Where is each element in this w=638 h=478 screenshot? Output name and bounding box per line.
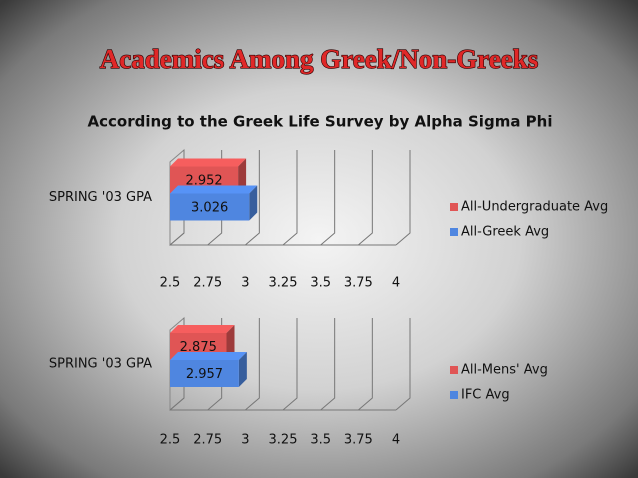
bar	[170, 360, 239, 387]
legend-swatch	[450, 366, 458, 374]
data-label: 2.875	[180, 340, 217, 355]
grid-line	[282, 318, 298, 411]
legend-swatch	[450, 203, 458, 211]
x-tick-label: 2.5	[160, 433, 181, 448]
grid-line	[320, 318, 336, 411]
legend-label: All-Mens' Avg	[461, 363, 548, 378]
grid-line	[395, 318, 411, 411]
grid-line	[245, 318, 260, 411]
x-tick-label: 2.5	[160, 276, 181, 291]
grid-line	[395, 150, 411, 246]
bar-side	[249, 185, 258, 221]
grid-line	[320, 150, 336, 246]
subtitle: According to the Greek Life Survey by Al…	[88, 113, 553, 131]
category-label: SPRING '03 GPA	[49, 190, 152, 205]
x-tick-label: 2.75	[193, 276, 222, 291]
data-label: 3.026	[191, 201, 228, 216]
x-tick-label: 3	[241, 433, 249, 448]
grid-line	[358, 150, 373, 246]
legend-swatch	[450, 228, 458, 236]
grid-line	[282, 150, 298, 246]
bar-top	[170, 352, 247, 360]
legend-swatch	[450, 391, 458, 399]
legend-label: IFC Avg	[461, 388, 510, 403]
x-tick-label: 4	[392, 276, 400, 291]
x-tick-label: 3.5	[310, 276, 331, 291]
bar-side	[238, 158, 247, 194]
bar-side	[238, 352, 247, 387]
bar-top	[170, 158, 247, 167]
x-tick-label: 3.5	[310, 433, 331, 448]
category-label: SPRING '03 GPA	[49, 357, 152, 372]
slide-title: Academics Among Greek/Non-Greeks	[100, 44, 538, 74]
data-label: 2.952	[185, 174, 222, 189]
grid-line	[245, 150, 260, 246]
x-tick-label: 3.75	[344, 433, 373, 448]
x-tick-label: 4	[392, 433, 400, 448]
bar	[170, 193, 250, 221]
legend-label: All-Greek Avg	[461, 225, 549, 240]
bar-top	[170, 325, 235, 333]
legend-label: All-Undergraduate Avg	[461, 200, 608, 215]
grid-line	[358, 318, 373, 411]
x-tick-label: 3.75	[344, 276, 373, 291]
x-tick-label: 2.75	[193, 433, 222, 448]
x-tick-label: 3.25	[269, 276, 298, 291]
bar-side	[226, 325, 235, 360]
data-label: 2.957	[186, 367, 223, 382]
x-tick-label: 3	[241, 276, 249, 291]
bar-top	[170, 185, 258, 194]
x-tick-label: 3.25	[269, 433, 298, 448]
